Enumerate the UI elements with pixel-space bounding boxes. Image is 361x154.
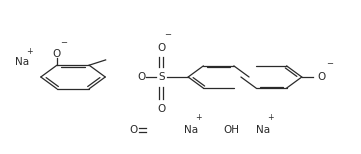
- Text: O: O: [138, 72, 146, 82]
- Text: Na: Na: [184, 125, 198, 135]
- Text: +: +: [267, 113, 274, 122]
- Text: OH: OH: [223, 125, 239, 135]
- Text: O: O: [130, 125, 138, 135]
- Text: −: −: [164, 30, 171, 39]
- Text: −: −: [60, 38, 67, 48]
- Text: Na: Na: [15, 57, 29, 67]
- Text: Na: Na: [256, 125, 270, 135]
- Text: O: O: [318, 72, 326, 82]
- Text: O: O: [157, 104, 165, 114]
- Text: O: O: [53, 49, 61, 59]
- Text: S: S: [158, 72, 165, 82]
- Text: −: −: [327, 59, 334, 68]
- Text: +: +: [26, 47, 32, 56]
- Text: O: O: [157, 43, 165, 53]
- Text: +: +: [196, 113, 202, 122]
